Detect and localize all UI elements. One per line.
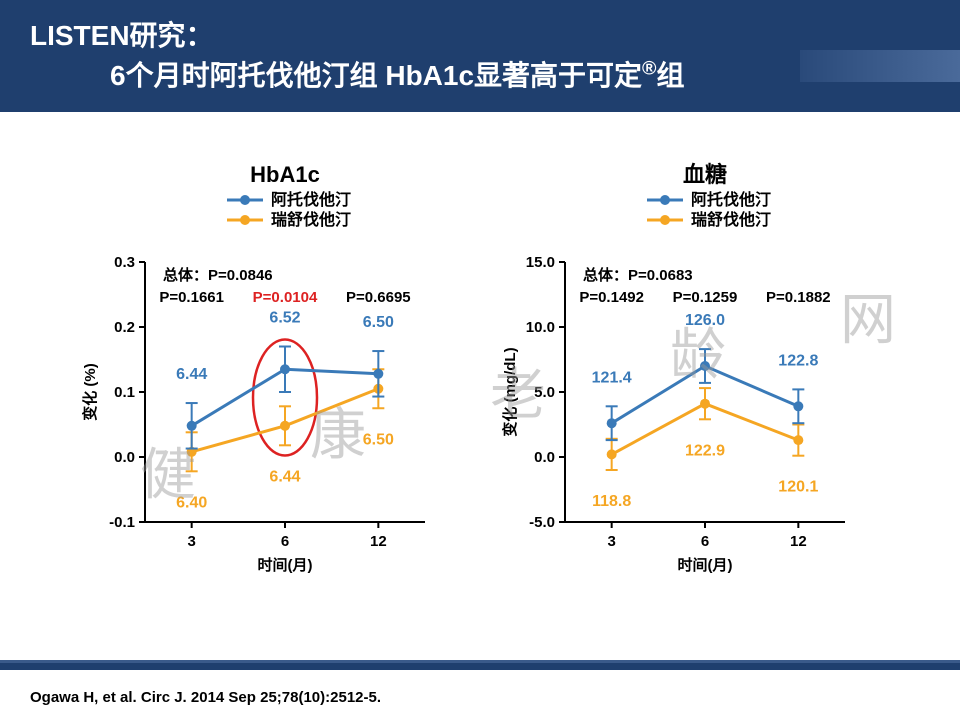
svg-text:P=0.1259: P=0.1259 xyxy=(673,289,738,306)
svg-text:HbA1c: HbA1c xyxy=(250,162,320,187)
title-line1: LISTEN研究： xyxy=(30,14,930,54)
svg-text:122.9: 122.9 xyxy=(685,442,725,459)
svg-text:时间(月): 时间(月) xyxy=(678,556,733,574)
svg-text:6: 6 xyxy=(701,533,709,550)
svg-text:122.8: 122.8 xyxy=(778,352,818,369)
svg-text:15.0: 15.0 xyxy=(526,254,555,271)
svg-text:0.2: 0.2 xyxy=(114,319,135,336)
svg-text:3: 3 xyxy=(187,533,195,550)
svg-text:120.1: 120.1 xyxy=(778,479,818,496)
svg-text:0.1: 0.1 xyxy=(114,384,135,401)
svg-text:P=0.6695: P=0.6695 xyxy=(346,289,411,306)
charts-row: HbA1c阿托伐他汀瑞舒伐他汀-0.10.00.10.20.33612时间(月)… xyxy=(0,152,960,587)
svg-text:12: 12 xyxy=(370,533,387,550)
svg-text:瑞舒伐他汀: 瑞舒伐他汀 xyxy=(691,210,771,229)
svg-text:变化 (mg/dL): 变化 (mg/dL) xyxy=(501,347,519,436)
svg-text:P=0.1661: P=0.1661 xyxy=(159,289,224,306)
footer-bar xyxy=(0,660,960,670)
svg-text:0.0: 0.0 xyxy=(114,449,135,466)
svg-text:P=0.1492: P=0.1492 xyxy=(579,289,644,306)
svg-text:6.44: 6.44 xyxy=(176,366,207,383)
svg-text:瑞舒伐他汀: 瑞舒伐他汀 xyxy=(271,210,351,229)
header-accent xyxy=(800,50,960,82)
svg-text:12: 12 xyxy=(790,533,807,550)
citation: Ogawa H, et al. Circ J. 2014 Sep 25;78(1… xyxy=(30,689,381,706)
svg-text:-5.0: -5.0 xyxy=(529,514,555,531)
svg-text:6.50: 6.50 xyxy=(363,431,394,448)
svg-text:126.0: 126.0 xyxy=(685,312,725,329)
chart-glucose: 血糖阿托伐他汀瑞舒伐他汀 -5.0 0.0 5.0 10.0 15.0 3 6 12 时间(月) 变… xyxy=(495,152,885,587)
svg-text:121.4: 121.4 xyxy=(592,369,632,386)
svg-text:P=0.1882: P=0.1882 xyxy=(766,289,831,306)
svg-text:总体：P=0.0846: 总体：P=0.0846 xyxy=(163,266,273,284)
title-line2: 6个月时阿托伐他汀组 HbA1c显著高于可定®组 xyxy=(30,54,930,94)
svg-text:P=0.0104: P=0.0104 xyxy=(253,289,318,306)
svg-text:6.52: 6.52 xyxy=(269,310,300,327)
svg-text:0.3: 0.3 xyxy=(114,254,135,271)
svg-text:118.8: 118.8 xyxy=(592,493,631,510)
svg-text:3: 3 xyxy=(607,533,615,550)
svg-text:血糖: 血糖 xyxy=(683,162,727,187)
svg-text:总体：P=0.0683: 总体：P=0.0683 xyxy=(583,266,693,284)
svg-text:-0.1: -0.1 xyxy=(109,514,135,531)
svg-text:5.0: 5.0 xyxy=(534,384,555,401)
svg-text:6.50: 6.50 xyxy=(363,314,394,331)
slide-header: LISTEN研究： 6个月时阿托伐他汀组 HbA1c显著高于可定®组 xyxy=(0,0,960,112)
svg-text:10.0: 10.0 xyxy=(526,319,555,336)
svg-text:阿托伐他汀: 阿托伐他汀 xyxy=(271,190,351,209)
svg-text:时间(月): 时间(月) xyxy=(258,556,313,574)
svg-text:阿托伐他汀: 阿托伐他汀 xyxy=(691,190,771,209)
svg-text:6.40: 6.40 xyxy=(176,494,207,511)
svg-text:6.44: 6.44 xyxy=(269,468,300,485)
chart-hba1c: HbA1c 阿托伐他汀瑞舒伐他汀 -0.1 0.0 0.1 0.2 0.3 3 6 12 时间(月)… xyxy=(75,152,465,587)
svg-text:变化 (%): 变化 (%) xyxy=(81,363,99,421)
svg-text:0.0: 0.0 xyxy=(534,449,555,466)
svg-text:6: 6 xyxy=(281,533,289,550)
